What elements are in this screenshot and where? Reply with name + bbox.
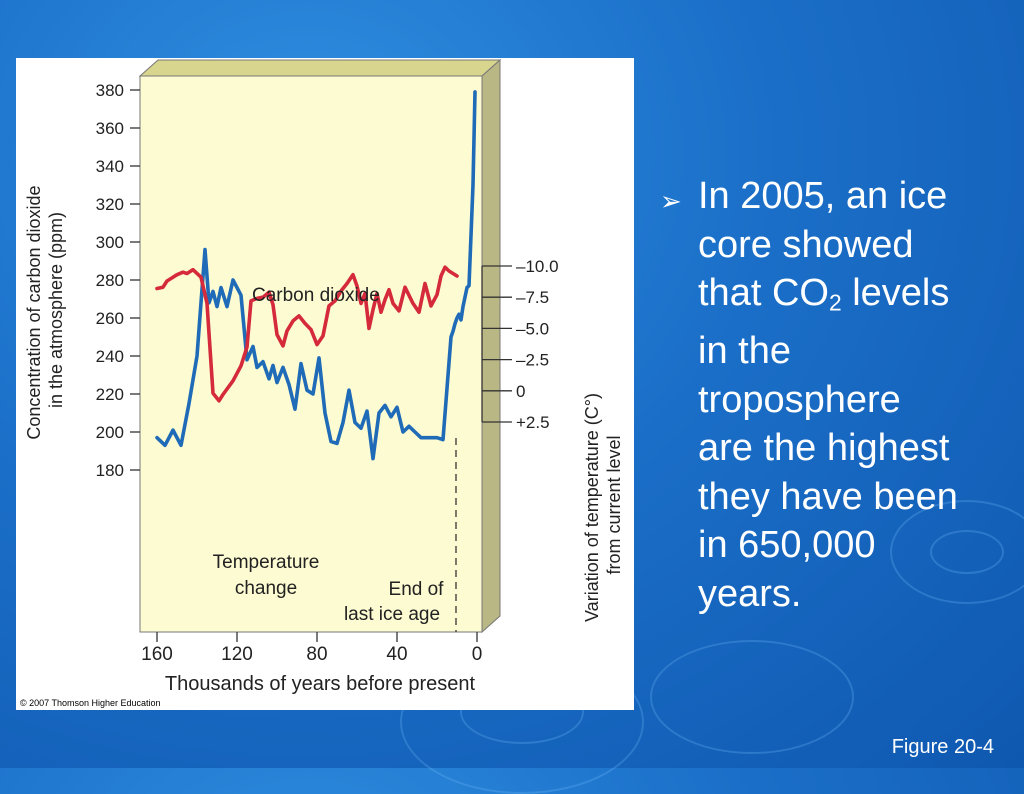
left-axis-tick-label: 300 bbox=[96, 233, 124, 252]
left-axis: 380 360 340 320 300 280 260 240 220 200 180 bbox=[96, 81, 140, 480]
left-axis-tick-label: 380 bbox=[96, 81, 124, 100]
left-axis-tick-label: 340 bbox=[96, 157, 124, 176]
bullet-line: core showed bbox=[698, 223, 914, 266]
left-axis-tick-label: 260 bbox=[96, 309, 124, 328]
x-axis-title: Thousands of years before present bbox=[165, 673, 476, 695]
bullet-line: troposphere bbox=[698, 378, 901, 421]
chart-box-top-face bbox=[138, 59, 502, 77]
right-axis-tick-label: –2.5 bbox=[516, 351, 549, 370]
left-axis-tick-label: 240 bbox=[96, 347, 124, 366]
co2-annotation: Carbon dioxide bbox=[252, 285, 380, 306]
left-axis-tick-label: 180 bbox=[96, 461, 124, 480]
right-axis-title: Variation of temperature (C°) from curre… bbox=[582, 388, 624, 622]
right-axis-tick-label: +2.5 bbox=[516, 413, 550, 432]
bullet-line: levels bbox=[841, 272, 950, 314]
left-axis-tick-label: 200 bbox=[96, 423, 124, 442]
right-axis-tick-label: 0 bbox=[516, 382, 525, 401]
bullet-line: are the highest bbox=[698, 427, 950, 470]
bullet-line: in the bbox=[698, 330, 791, 373]
left-axis-tick-label: 320 bbox=[96, 195, 124, 214]
right-axis-title-line2: from current level bbox=[604, 435, 624, 574]
copyright-notice: © 2007 Thomson Higher Education bbox=[20, 698, 161, 708]
bullet-arrow-icon: ➢ bbox=[660, 186, 682, 216]
bottom-axis: 160 120 80 40 0 bbox=[141, 632, 482, 665]
bullet-text: In 2005, an ice core showed that CO2 lev… bbox=[698, 172, 1018, 618]
right-axis-tick-label: –7.5 bbox=[516, 288, 549, 307]
ice-age-annotation-line1: End of bbox=[389, 579, 445, 600]
chart-box-side-face bbox=[481, 58, 501, 634]
bullet-line: in 650,000 bbox=[698, 524, 876, 567]
temperature-annotation-line2: change bbox=[235, 578, 297, 599]
x-axis-tick-label: 80 bbox=[306, 644, 327, 665]
co2-temperature-chart: 380 360 340 320 300 280 260 240 220 200 180 +2.5 0 –… bbox=[24, 58, 624, 695]
left-axis-title-line2: in the atmosphere (ppm) bbox=[46, 212, 66, 408]
right-axis-title-line1: Variation of temperature (C°) bbox=[582, 393, 602, 622]
bullet-line: they have been bbox=[698, 475, 958, 518]
right-axis: +2.5 0 –2.5 –5.0 –7.5 –10.0 bbox=[481, 257, 559, 432]
x-axis-tick-label: 40 bbox=[386, 644, 407, 665]
chart-plot-area bbox=[139, 75, 483, 633]
left-axis-tick-label: 220 bbox=[96, 385, 124, 404]
left-axis-tick-label: 360 bbox=[96, 119, 124, 138]
figure-label: Figure 20-4 bbox=[891, 736, 994, 758]
right-axis-tick-label: –10.0 bbox=[516, 257, 559, 276]
bullet-line: that CO bbox=[698, 272, 829, 314]
figure-panel: 380 360 340 320 300 280 260 240 220 200 180 +2.5 0 –… bbox=[16, 58, 634, 710]
water-ripple-decoration bbox=[650, 640, 854, 754]
series-layer bbox=[155, 90, 477, 461]
ice-age-annotation-line2: last ice age bbox=[344, 604, 440, 625]
left-axis-tick-label: 280 bbox=[96, 271, 124, 290]
left-axis-title: Concentration of carbon dioxide in the a… bbox=[24, 180, 66, 439]
x-axis-tick-label: 0 bbox=[472, 644, 483, 665]
x-axis-tick-label: 120 bbox=[221, 644, 253, 665]
left-axis-title-line1: Concentration of carbon dioxide bbox=[24, 185, 44, 439]
temperature-series-line bbox=[155, 265, 459, 403]
right-axis-tick-label: –5.0 bbox=[516, 319, 549, 338]
co2-series-line bbox=[155, 90, 477, 461]
temperature-annotation-line1: Temperature bbox=[213, 552, 320, 573]
bullet-line: years. bbox=[698, 572, 802, 615]
water-ripple-decoration bbox=[890, 500, 1024, 604]
x-axis-tick-label: 160 bbox=[141, 644, 173, 665]
bullet-subscript: 2 bbox=[828, 289, 842, 316]
bullet-line: In 2005, an ice bbox=[698, 175, 948, 217]
